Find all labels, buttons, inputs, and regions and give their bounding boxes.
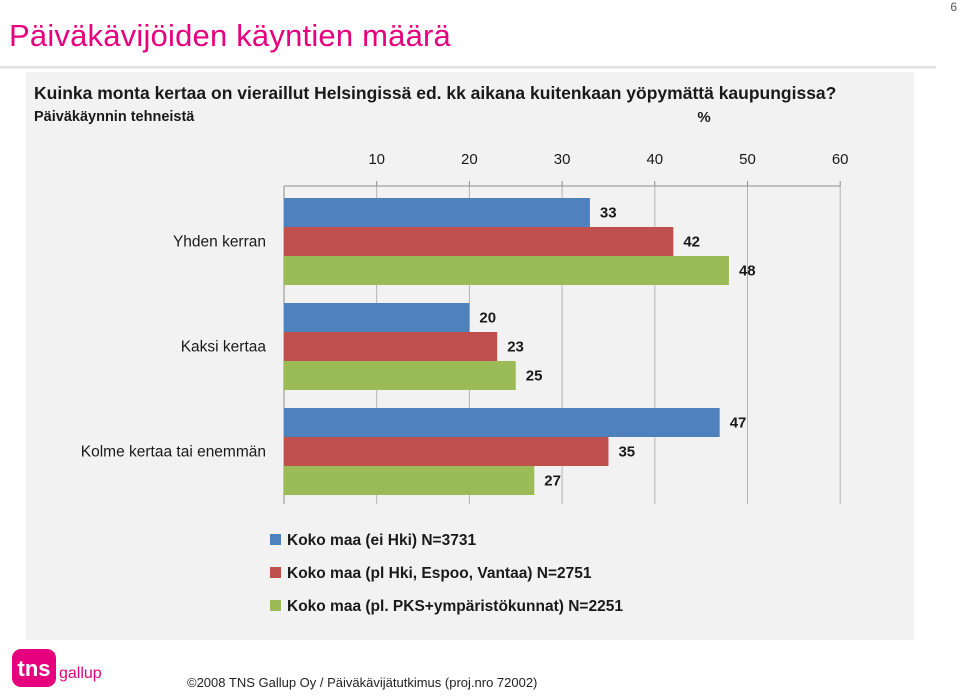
tick-label: 40 xyxy=(646,151,663,168)
legend-label: Koko maa (pl Hki, Espoo, Vantaa) N=2751 xyxy=(287,565,592,582)
data-label: 48 xyxy=(739,263,756,280)
category-label: Kolme kertaa tai enemmän xyxy=(81,444,266,461)
bar-2-2 xyxy=(284,332,498,361)
tick-label: 50 xyxy=(739,151,756,168)
unit-label: % xyxy=(697,109,710,126)
data-label: 42 xyxy=(683,234,700,251)
tick-label: 30 xyxy=(554,151,571,168)
data-label: 27 xyxy=(544,473,561,490)
data-label: 20 xyxy=(479,310,496,327)
bar-1-3 xyxy=(284,408,720,437)
tick-label: 60 xyxy=(832,151,849,168)
category-label: Yhden kerran xyxy=(173,234,266,251)
bar-2-3 xyxy=(284,437,609,466)
slide-title: Päiväkävijöiden käyntien määrä xyxy=(9,18,451,53)
legend-label: Koko maa (ei Hki) N=3731 xyxy=(287,532,476,549)
bar-chart: Kuinka monta kertaa on vieraillut Helsin… xyxy=(34,83,849,615)
tick-label: 20 xyxy=(461,151,478,168)
legend-label: Koko maa (pl. PKS+ympäristökunnat) N=225… xyxy=(287,598,623,615)
logo-subtext: gallup xyxy=(59,665,102,682)
chart-subtitle: Päiväkäynnin tehneistä xyxy=(34,109,195,125)
page-number: 6 xyxy=(950,0,957,14)
data-label: 23 xyxy=(507,339,524,356)
chart-panel: Kuinka monta kertaa on vieraillut Helsin… xyxy=(26,72,914,640)
data-label: 47 xyxy=(730,415,747,432)
chart-legend: Koko maa (ei Hki) N=3731 Koko maa (pl Hki… xyxy=(270,532,623,615)
legend-swatch xyxy=(270,567,281,578)
bar-3-3 xyxy=(284,466,535,495)
bar-3-2 xyxy=(284,361,516,390)
bar-1-1 xyxy=(284,198,590,227)
title-divider xyxy=(0,66,936,69)
bar-3-1 xyxy=(284,256,729,285)
data-label: 35 xyxy=(618,444,635,461)
legend-swatch xyxy=(270,534,281,545)
logo-badge-icon xyxy=(12,649,56,687)
bar-2-1 xyxy=(284,227,674,256)
data-label: 25 xyxy=(526,368,543,385)
tns-gallup-logo: tns gallup xyxy=(10,645,110,698)
tick-label: 10 xyxy=(368,151,385,168)
data-label: 33 xyxy=(600,205,617,222)
legend-swatch xyxy=(270,600,281,611)
category-label: Kaksi kertaa xyxy=(181,339,267,356)
bar-1-2 xyxy=(284,303,470,332)
logo-text: tns xyxy=(18,656,51,681)
copyright-text: ©2008 TNS Gallup Oy / Päiväkävijätutkimu… xyxy=(187,675,538,690)
chart-title: Kuinka monta kertaa on vieraillut Helsin… xyxy=(34,83,836,103)
